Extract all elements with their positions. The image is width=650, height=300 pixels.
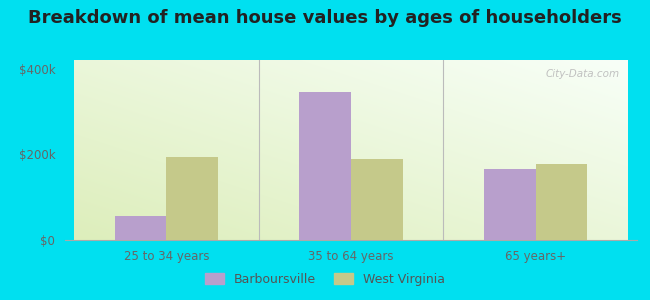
Bar (484, 169, 536, 240)
Bar (300, 92, 351, 240)
Text: City-Data.com: City-Data.com (546, 69, 620, 79)
Bar (351, 159, 402, 240)
Text: Breakdown of mean house values by ages of householders: Breakdown of mean house values by ages o… (28, 9, 622, 27)
Bar (536, 164, 587, 240)
Bar (166, 157, 218, 240)
Bar (115, 216, 166, 240)
Legend: Barboursville, West Virginia: Barboursville, West Virginia (200, 268, 450, 291)
